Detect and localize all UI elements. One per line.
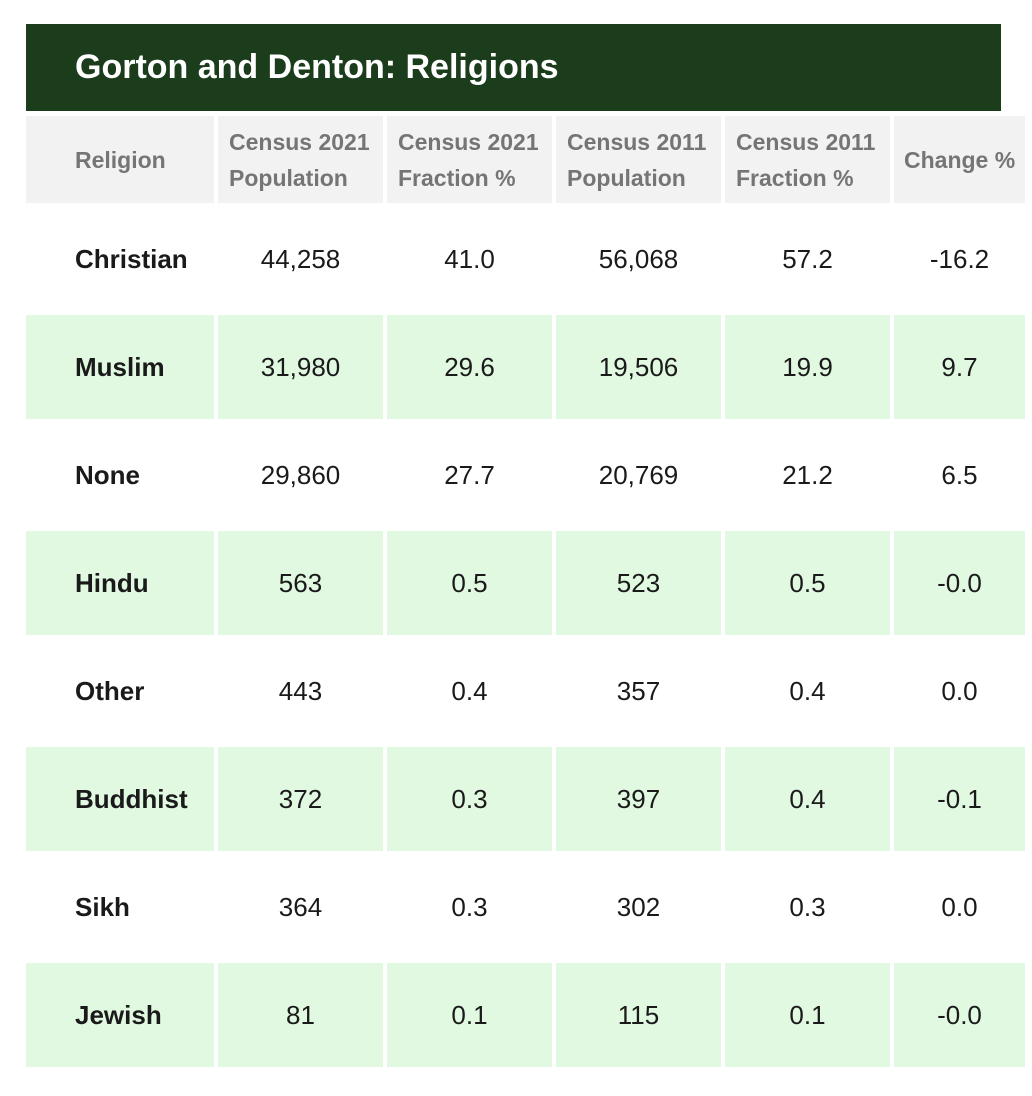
cell-frac2011: 19.9 [725,311,890,419]
cell-change: -0.1 [894,743,1025,851]
cell-pop2021: 81 [218,959,383,1067]
cell-frac2021: 0.4 [387,635,552,743]
cell-religion: None [26,419,214,527]
cell-religion: Jewish [26,959,214,1067]
religions-table-container: Gorton and Denton: Religions Religion Ce… [26,24,1025,1067]
header-census-2011-population: Census 2011 Population [556,111,721,203]
cell-pop2011: 302 [556,851,721,959]
header-census-2021-population: Census 2021 Population [218,111,383,203]
header-row: Religion Census 2021 Population Census 20… [26,111,1025,203]
cell-frac2021: 0.5 [387,527,552,635]
cell-religion: Other [26,635,214,743]
table-row: Jewish 81 0.1 115 0.1 -0.0 [26,959,1025,1067]
religions-table: Religion Census 2021 Population Census 20… [22,111,1029,1067]
table-row: Christian 44,258 41.0 56,068 57.2 -16.2 [26,203,1025,311]
cell-frac2021: 0.3 [387,743,552,851]
table-row: Other 443 0.4 357 0.4 0.0 [26,635,1025,743]
cell-frac2011: 0.3 [725,851,890,959]
cell-frac2021: 0.1 [387,959,552,1067]
cell-frac2011: 0.4 [725,635,890,743]
header-census-2011-fraction: Census 2011 Fraction % [725,111,890,203]
cell-religion: Muslim [26,311,214,419]
table-row: Sikh 364 0.3 302 0.3 0.0 [26,851,1025,959]
cell-frac2011: 57.2 [725,203,890,311]
cell-change: -0.0 [894,959,1025,1067]
cell-frac2021: 29.6 [387,311,552,419]
cell-frac2011: 0.1 [725,959,890,1067]
cell-pop2021: 31,980 [218,311,383,419]
cell-pop2021: 364 [218,851,383,959]
cell-change: -16.2 [894,203,1025,311]
table-title: Gorton and Denton: Religions [26,24,1001,111]
header-census-2021-fraction: Census 2021 Fraction % [387,111,552,203]
cell-change: 0.0 [894,635,1025,743]
table-row: None 29,860 27.7 20,769 21.2 6.5 [26,419,1025,527]
table-row: Hindu 563 0.5 523 0.5 -0.0 [26,527,1025,635]
cell-pop2011: 523 [556,527,721,635]
cell-frac2011: 21.2 [725,419,890,527]
cell-frac2021: 41.0 [387,203,552,311]
table-row: Muslim 31,980 29.6 19,506 19.9 9.7 [26,311,1025,419]
cell-pop2011: 19,506 [556,311,721,419]
cell-pop2011: 397 [556,743,721,851]
cell-religion: Christian [26,203,214,311]
cell-religion: Buddhist [26,743,214,851]
cell-pop2011: 357 [556,635,721,743]
cell-frac2021: 0.3 [387,851,552,959]
cell-pop2021: 563 [218,527,383,635]
cell-change: 6.5 [894,419,1025,527]
cell-pop2011: 56,068 [556,203,721,311]
table-row: Buddhist 372 0.3 397 0.4 -0.1 [26,743,1025,851]
cell-pop2021: 443 [218,635,383,743]
cell-religion: Hindu [26,527,214,635]
cell-frac2011: 0.4 [725,743,890,851]
cell-pop2021: 29,860 [218,419,383,527]
cell-pop2011: 115 [556,959,721,1067]
cell-pop2011: 20,769 [556,419,721,527]
header-religion: Religion [26,111,214,203]
cell-frac2011: 0.5 [725,527,890,635]
cell-change: 0.0 [894,851,1025,959]
cell-change: -0.0 [894,527,1025,635]
cell-frac2021: 27.7 [387,419,552,527]
cell-pop2021: 372 [218,743,383,851]
cell-pop2021: 44,258 [218,203,383,311]
cell-change: 9.7 [894,311,1025,419]
header-change: Change % [894,111,1025,203]
cell-religion: Sikh [26,851,214,959]
